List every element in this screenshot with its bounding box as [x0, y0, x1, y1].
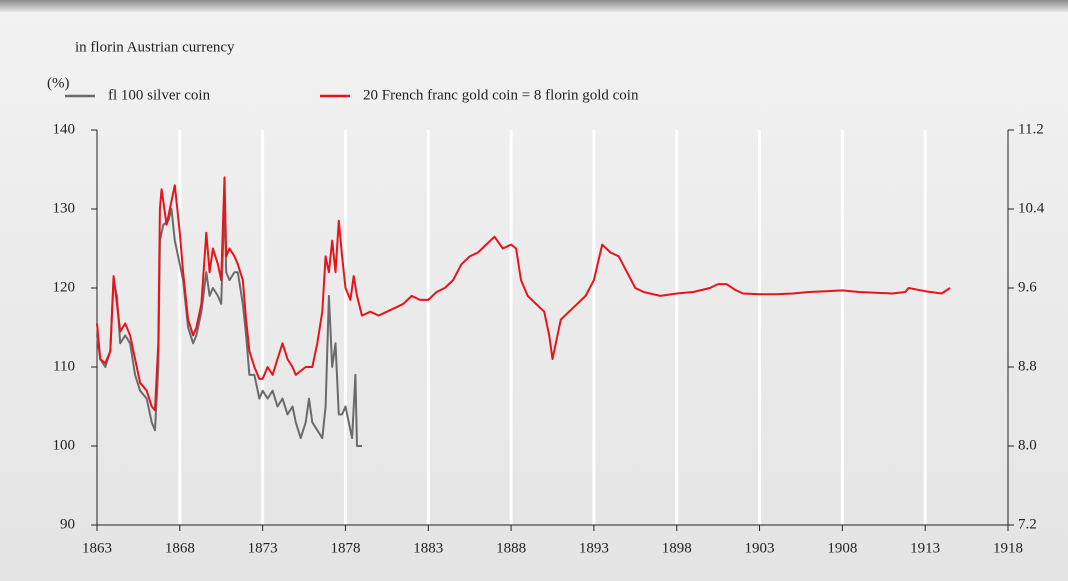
x-tick-label: 1868	[165, 540, 195, 556]
y-tick-label: 90	[60, 516, 75, 532]
x-tick-label: 1908	[827, 540, 857, 556]
x-tick-label: 1888	[496, 540, 526, 556]
x-tick-label: 1918	[993, 540, 1023, 556]
y2-tick-label: 9.6	[1018, 279, 1037, 295]
y-tick-label: 110	[53, 358, 75, 374]
series-line	[96, 176, 951, 412]
x-tick-label: 1903	[745, 540, 775, 556]
y-axis-label: (%)	[47, 75, 70, 91]
x-tick-label: 1883	[413, 540, 443, 556]
series-line	[96, 200, 362, 447]
y2-tick-label: 8.8	[1018, 358, 1037, 374]
y-tick-label: 130	[53, 200, 76, 216]
y-tick-label: 140	[53, 121, 76, 137]
top-band	[0, 0, 1068, 12]
legend-label: fl 100 silver coin	[108, 87, 211, 103]
x-tick-label: 1873	[248, 540, 278, 556]
x-tick-label: 1898	[662, 540, 692, 556]
x-tick-label: 1878	[330, 540, 360, 556]
x-tick-label: 1913	[910, 540, 940, 556]
y2-tick-label: 7.2	[1018, 516, 1037, 532]
y-tick-label: 100	[53, 437, 76, 453]
x-tick-label: 1863	[82, 540, 112, 556]
x-tick-label: 1893	[579, 540, 609, 556]
y2-tick-label: 11.2	[1018, 121, 1044, 137]
y2-tick-label: 10.4	[1018, 200, 1045, 216]
y2-tick-label: 8.0	[1018, 437, 1037, 453]
legend-label: 20 French franc gold coin = 8 florin gol…	[363, 87, 639, 103]
y-tick-label: 120	[53, 279, 76, 295]
subtitle: in florin Austrian currency	[75, 39, 235, 55]
